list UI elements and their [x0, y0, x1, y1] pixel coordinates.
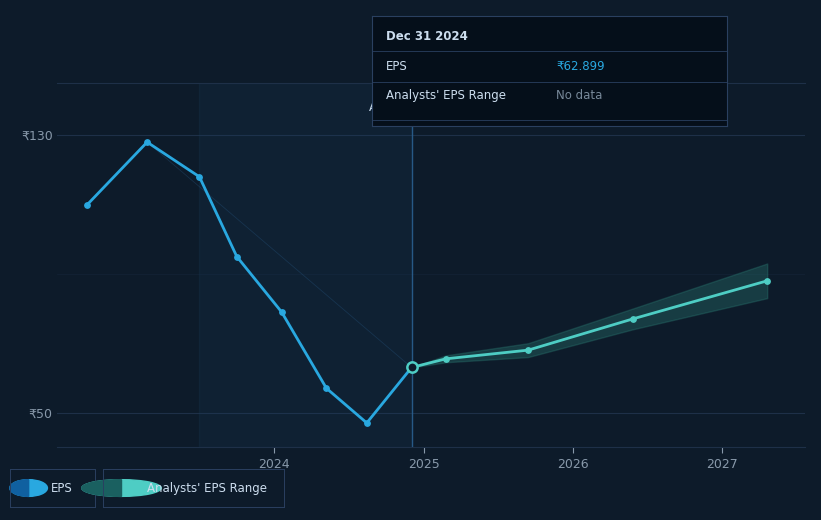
Bar	[200, 83, 411, 447]
Point	[360, 419, 374, 427]
Text: Analysts Forecasts: Analysts Forecasts	[418, 100, 527, 113]
Text: Analysts' EPS Range: Analysts' EPS Range	[147, 482, 267, 495]
Text: Dec 31 2024: Dec 31 2024	[386, 30, 468, 43]
Point	[626, 315, 640, 323]
Wedge shape	[10, 479, 29, 497]
Text: No data: No data	[557, 89, 603, 102]
Wedge shape	[82, 479, 122, 497]
Circle shape	[82, 479, 161, 497]
Text: ₹62.899: ₹62.899	[557, 60, 605, 73]
Point	[405, 363, 418, 372]
Point	[405, 363, 418, 372]
Point	[193, 173, 206, 181]
Point	[140, 138, 154, 146]
Text: EPS: EPS	[51, 482, 72, 495]
Point	[439, 355, 452, 363]
Point	[275, 308, 288, 316]
Point	[760, 277, 773, 285]
Text: Actual: Actual	[369, 100, 406, 113]
Text: EPS: EPS	[386, 60, 408, 73]
Point	[320, 384, 333, 393]
Circle shape	[10, 479, 48, 497]
Text: Analysts' EPS Range: Analysts' EPS Range	[386, 89, 506, 102]
Point	[521, 346, 534, 354]
Point	[80, 200, 94, 209]
Point	[230, 252, 243, 261]
